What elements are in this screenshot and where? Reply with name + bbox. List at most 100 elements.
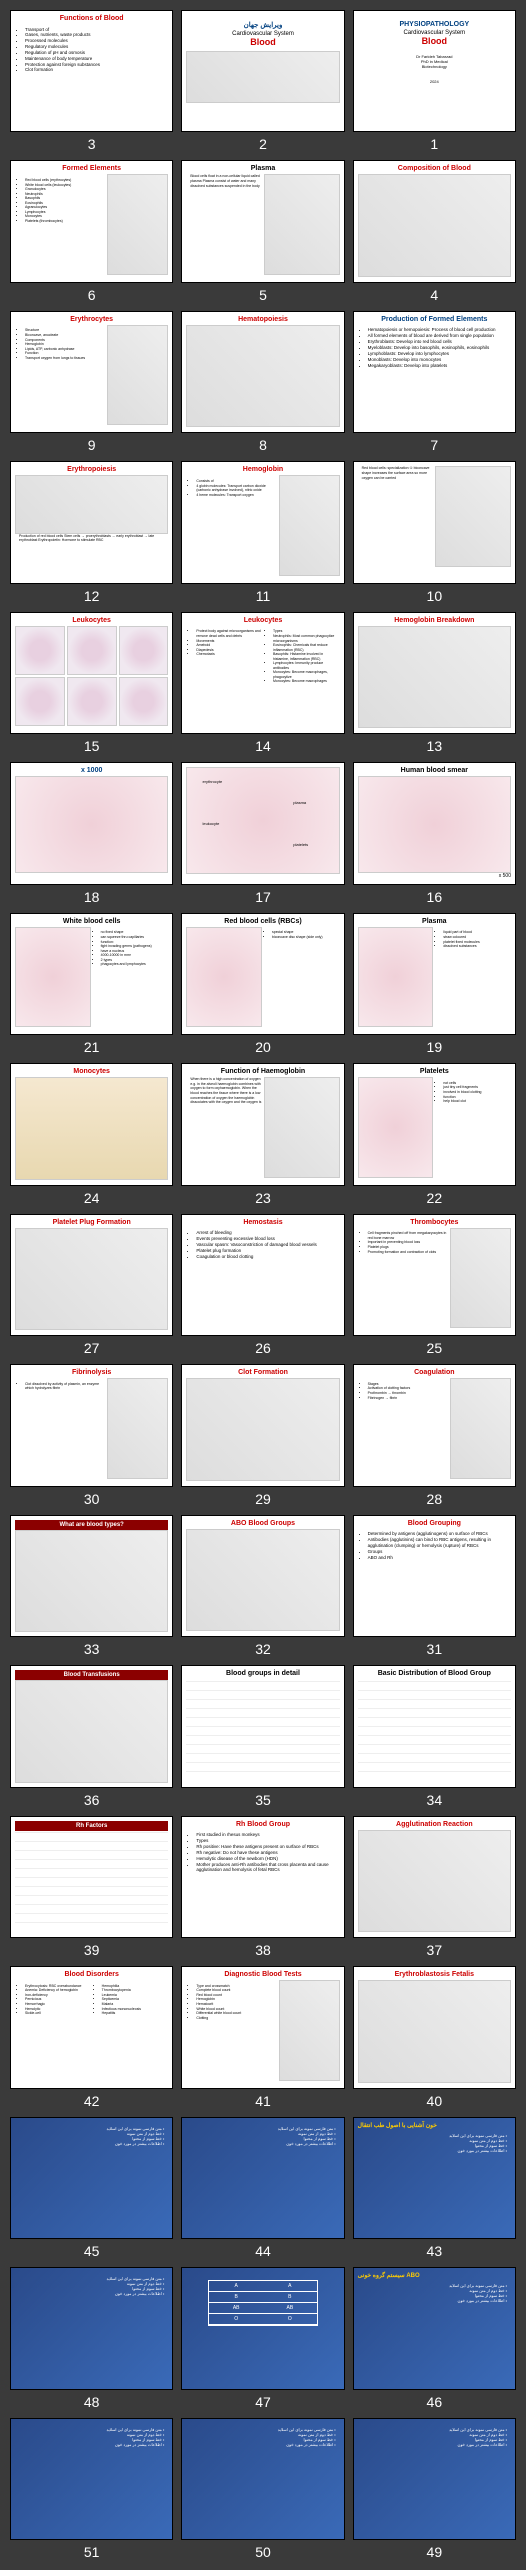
slide-thumbnail[interactable]: Hematopoiesis8: [181, 311, 344, 453]
slide-thumbnail[interactable]: Platelet Plug Formation27: [10, 1214, 173, 1356]
slide-number: 50: [255, 2544, 271, 2560]
slide-thumbnail[interactable]: Erythroblastosis Fetalis 40: [353, 1966, 516, 2108]
slide-content: LeukocytesProtect body against microorga…: [181, 612, 344, 734]
slide-thumbnail[interactable]: Red blood cells: specialization ① biconc…: [353, 461, 516, 603]
slide-thumbnail[interactable]: FibrinolysisClot dissolved by activity o…: [10, 1364, 173, 1506]
slide-thumbnail[interactable]: Blood GroupingDetermined by antigens (ag…: [353, 1515, 516, 1657]
image: [15, 1077, 168, 1179]
slide-thumbnail[interactable]: Plateletsnot cellsjust tiny cell fragmen…: [353, 1063, 516, 1205]
slide-thumbnail[interactable]: Blood Transfusions36: [10, 1665, 173, 1807]
slide-thumbnail[interactable]: PHYSIOPATHOLOGYCardiovascular SystemBloo…: [353, 10, 516, 152]
image: [107, 325, 168, 425]
slide-thumbnail[interactable]: Agglutination Reaction37: [353, 1816, 516, 1958]
slide-thumbnail[interactable]: ErythropoiesisProduction of red blood ce…: [10, 461, 173, 603]
slide-thumbnail[interactable]: x 100018: [10, 762, 173, 904]
slide-thumbnail[interactable]: Monocytes24: [10, 1063, 173, 1205]
body-text: • متن فارسی نمونه برای این اسلاید• خط دو…: [358, 2129, 511, 2157]
image: [107, 174, 168, 274]
slide-thumbnail[interactable]: Leukocytes15: [10, 612, 173, 754]
slide-number: 43: [427, 2243, 443, 2259]
slide-title: Composition of Blood: [358, 165, 511, 172]
text: Production of red blood cells Stem cells…: [15, 534, 168, 543]
slide-thumbnail[interactable]: Red blood cells (RBCs)special shapebicon…: [181, 913, 344, 1055]
bullet: Fibrinogen → fibrin: [368, 1396, 450, 1401]
slide-thumbnail[interactable]: • متن فارسی نمونه برای این اسلاید• خط دو…: [181, 2117, 344, 2259]
slide-thumbnail[interactable]: Function of HaemoglobinWhen there is a h…: [181, 1063, 344, 1205]
slide-thumbnail[interactable]: Hemostasis Arrest of bleedingEvents preve…: [181, 1214, 344, 1356]
bullet-list: Hematopoiesis or hemopoiesis: Process of…: [358, 327, 511, 368]
slide-number: 19: [427, 1039, 443, 1055]
slide-number: 11: [256, 588, 271, 604]
bullet-list: StructureBiconcave, anucleateComponentsH…: [15, 328, 107, 421]
bullet: Coagulation or blood clotting: [196, 1254, 339, 1260]
slide-content: erythrocyteplasmaleukocyteplatelets: [181, 762, 344, 884]
cell-image: [67, 677, 117, 726]
cell: O: [209, 2314, 263, 2324]
bullet: Sickle-cell: [25, 2011, 92, 2016]
slide-thumbnail[interactable]: PlasmaBlood cells float in a non-cellula…: [181, 160, 344, 302]
slide-thumbnail[interactable]: What are blood types?33: [10, 1515, 173, 1657]
slide-content: Rh Blood GroupFirst studied in rhesus mo…: [181, 1816, 344, 1938]
bullet: Megakaryoblasts: Develop into platelets: [368, 363, 511, 369]
slide-thumbnail[interactable]: HemoglobinConsists of4 globin molecules:…: [181, 461, 344, 603]
bullet-list: Arrest of bleedingEvents preventing exce…: [186, 1230, 339, 1259]
slide-thumbnail[interactable]: Formed ElementsRed blood cells (erythroc…: [10, 160, 173, 302]
slide-thumbnail[interactable]: CoagulationStagesActivation of clotting …: [353, 1364, 516, 1506]
slide-thumbnail[interactable]: • متن فارسی نمونه برای این اسلاید• خط دو…: [353, 2418, 516, 2560]
slide-thumbnail[interactable]: Blood DisordersErythrocytosis: RBC overa…: [10, 1966, 173, 2108]
slide-thumbnail[interactable]: Clot Formation29: [181, 1364, 344, 1506]
bullet-list: Type and crossmatchComplete blood countR…: [186, 1984, 278, 2077]
slide-number: 40: [427, 2093, 443, 2109]
slide-thumbnail[interactable]: Human blood smearx 50016: [353, 762, 516, 904]
slide-thumbnail[interactable]: Production of Formed Elements Hematopoies…: [353, 311, 516, 453]
slide-title: Hemoglobin: [186, 466, 339, 473]
bullet-list: Cell fragments pinched off from megakary…: [358, 1231, 450, 1324]
bullet-list: First studied in rhesus monkeysTypesRh p…: [186, 1832, 339, 1873]
slide-thumbnail[interactable]: Functions of BloodTransport ofGases, nut…: [10, 10, 173, 152]
slide-title: Hemostasis: [186, 1219, 339, 1226]
left-col: Protect body against microorganisms and …: [186, 629, 263, 722]
slide-title: Erythroblastosis Fetalis: [358, 1971, 511, 1978]
slide-title: Production of Formed Elements: [358, 316, 511, 323]
slide-thumbnail[interactable]: Rh Blood GroupFirst studied in rhesus mo…: [181, 1816, 344, 1958]
bullet-list: Transport ofGases, nutrients, waste prod…: [15, 27, 168, 74]
slide-content: ABO Blood Groups: [181, 1515, 344, 1637]
image: [435, 466, 511, 566]
slide-number: 20: [255, 1039, 271, 1055]
slide-content: خون آشنایی با اصول طب انتقال• متن فارسی …: [353, 2117, 516, 2239]
slide-thumbnail[interactable]: LeukocytesProtect body against microorga…: [181, 612, 344, 754]
slide-thumbnail[interactable]: ABO Blood Groups32: [181, 1515, 344, 1657]
slide-thumbnail[interactable]: Hemoglobin Breakdown13: [353, 612, 516, 754]
slide-thumbnail[interactable]: خون آشنایی با اصول طب انتقال• متن فارسی …: [353, 2117, 516, 2259]
line1: PHYSIOPATHOLOGY: [358, 21, 511, 28]
slide-content: ErythrocytesStructureBiconcave, anucleat…: [10, 311, 173, 433]
bullet: Clotting: [196, 2016, 278, 2021]
diagram: [186, 325, 339, 427]
slide-thumbnail[interactable]: Blood groups in detail35: [181, 1665, 344, 1807]
slide-thumbnail[interactable]: ErythrocytesStructureBiconcave, anucleat…: [10, 311, 173, 453]
slide-thumbnail[interactable]: White blood cellsno fixed shapecan squee…: [10, 913, 173, 1055]
image: [186, 51, 339, 103]
slide-thumbnail[interactable]: ویرایش جهانCardiovascular SystemBlood2: [181, 10, 344, 152]
bullet-list: Determined by antigens (agglutinogens) o…: [358, 1531, 511, 1560]
slide-content: Composition of Blood: [353, 160, 516, 282]
slide-thumbnail[interactable]: erythrocyteplasmaleukocyteplatelets17: [181, 762, 344, 904]
slide-content: • متن فارسی نمونه برای این اسلاید• خط دو…: [353, 2418, 516, 2540]
slide-thumbnail[interactable]: Rh Factors39: [10, 1816, 173, 1958]
slide-content: What are blood types?: [10, 1515, 173, 1637]
slide-thumbnail[interactable]: • متن فارسی نمونه برای این اسلاید• خط دو…: [10, 2418, 173, 2560]
slide-thumbnail[interactable]: سیستم گروه خونی ABO• متن فارسی نمونه برا…: [353, 2267, 516, 2409]
slide-thumbnail[interactable]: Plasmaliquid part of bloodstraw coloured…: [353, 913, 516, 1055]
slide-thumbnail[interactable]: Diagnostic Blood TestsType and crossmatc…: [181, 1966, 344, 2108]
slide-thumbnail[interactable]: • متن فارسی نمونه برای این اسلاید• خط دو…: [10, 2117, 173, 2259]
diagram: [186, 1529, 339, 1631]
slide-thumbnail[interactable]: Composition of Blood4: [353, 160, 516, 302]
slide-thumbnail[interactable]: AABBABABOO47: [181, 2267, 344, 2409]
slide-thumbnail[interactable]: Basic Distribution of Blood Group34: [353, 1665, 516, 1807]
slide-thumbnail[interactable]: ThrombocytesCell fragments pinched off f…: [353, 1214, 516, 1356]
label: erythrocyte: [202, 779, 222, 784]
slide-content: ErythropoiesisProduction of red blood ce…: [10, 461, 173, 583]
slide-thumbnail[interactable]: • متن فارسی نمونه برای این اسلاید• خط دو…: [181, 2418, 344, 2560]
slide-thumbnail[interactable]: • متن فارسی نمونه برای این اسلاید• خط دو…: [10, 2267, 173, 2409]
slide-number: 9: [88, 437, 96, 453]
